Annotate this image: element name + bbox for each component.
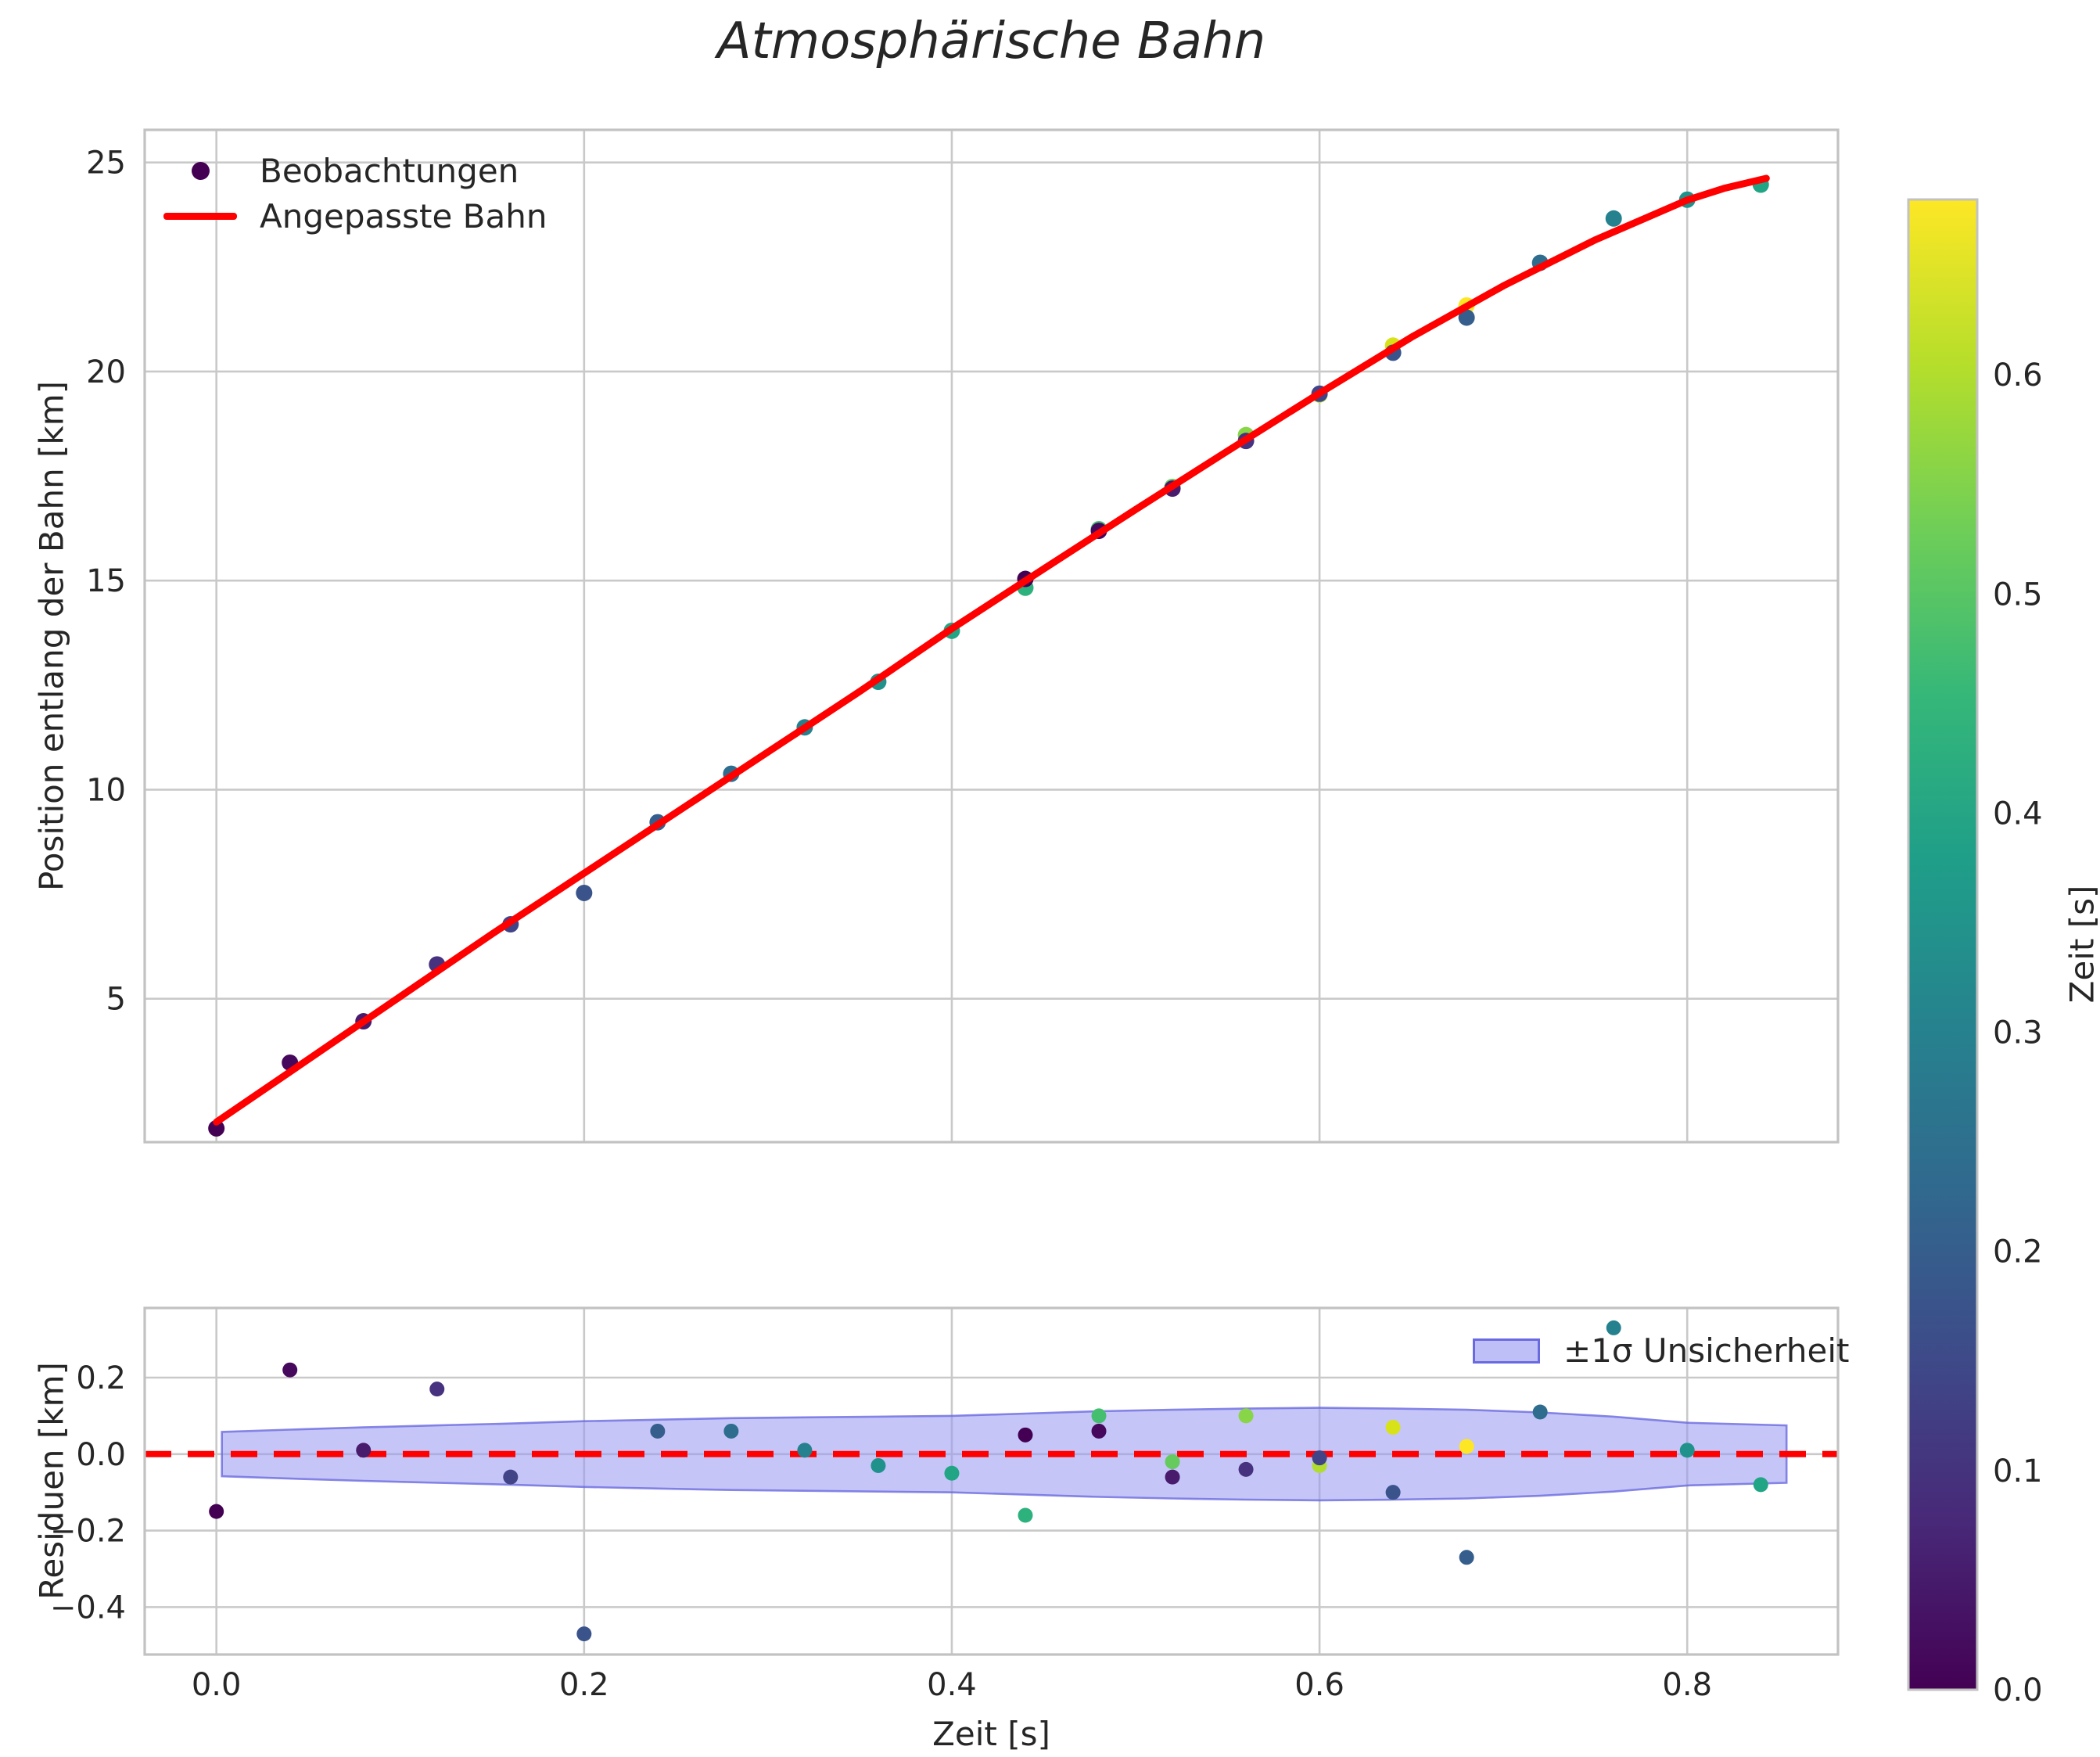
legend-item-label: ±1σ Unsicherheit: [1563, 1331, 1850, 1370]
fitted-trajectory-line: [213, 174, 1770, 1126]
residual-point: [1238, 1408, 1254, 1424]
colorbar-label: Zeit [s]: [2062, 885, 2100, 1004]
observation-point: [576, 884, 593, 901]
y-tick-label: 20: [86, 354, 126, 390]
observation-dot-icon: [191, 161, 210, 180]
residual-point: [209, 1504, 224, 1519]
legend-item-label: Angepasste Bahn: [260, 196, 547, 235]
chart-title: Atmosphärische Bahn: [716, 13, 1266, 70]
residual-point: [1165, 1454, 1180, 1470]
colorbar-tick-label: 0.5: [1993, 577, 2043, 613]
y-tick-label: 5: [106, 982, 126, 1018]
fitted-line-icon: [163, 212, 237, 220]
x-tick-label: 0.8: [1662, 1667, 1712, 1703]
residual-point: [1385, 1485, 1401, 1500]
residual-point: [503, 1469, 519, 1485]
colorbar-tick-label: 0.6: [1993, 358, 2043, 393]
residual-point: [1165, 1469, 1180, 1485]
observation-points-main: [208, 176, 1769, 1137]
residual-point: [576, 1626, 592, 1642]
colorbar-tick-label: 0.3: [1993, 1015, 2043, 1051]
residual-axes-frame: [143, 1306, 1840, 1656]
residual-legend: ±1σ Unsicherheit: [1473, 1331, 1849, 1370]
colorbar: 0.0 0.1 0.2 0.3 0.4 0.5 0.6: [1907, 198, 2043, 1708]
residual-point: [1018, 1507, 1033, 1523]
legend-item-observations: Beobachtungen: [163, 151, 547, 190]
residual-point: [1753, 1477, 1768, 1493]
colorbar-tick-label: 0.2: [1993, 1234, 2043, 1270]
residual-point: [650, 1423, 666, 1439]
x-tick-label: 0.4: [927, 1667, 977, 1703]
main-y-tick-labels: 5 10 15 20 25: [86, 146, 126, 1018]
residual-point: [282, 1362, 298, 1378]
y-tick-label: 25: [86, 146, 126, 181]
y-tick-label: 0.2: [76, 1360, 126, 1396]
residual-y-axis-label: Residuen [km]: [32, 1362, 71, 1600]
residual-point: [944, 1465, 960, 1481]
uncertainty-band-swatch-icon: [1473, 1338, 1540, 1364]
y-tick-label: 15: [86, 563, 126, 599]
observation-point: [1605, 210, 1622, 227]
residual-point: [723, 1423, 739, 1439]
residual-point: [797, 1443, 813, 1458]
y-tick-label: −0.4: [50, 1590, 126, 1626]
residual-point: [1532, 1404, 1548, 1420]
residual-point: [1385, 1420, 1401, 1435]
residual-point: [1091, 1408, 1107, 1424]
x-tick-label: 0.2: [559, 1667, 609, 1703]
line-marker-icon: [163, 212, 238, 220]
residual-frame: [143, 1306, 1840, 1656]
x-tick-label: 0.0: [192, 1667, 242, 1703]
main-frame: [143, 128, 1840, 1144]
main-legend: Beobachtungen Angepasste Bahn: [163, 151, 547, 235]
residual-point: [1606, 1320, 1621, 1335]
residual-point: [871, 1457, 886, 1473]
residual-point: [1459, 1550, 1474, 1565]
colorbar-tick-label: 0.4: [1993, 796, 2043, 832]
residual-grid: [145, 1308, 1838, 1655]
residual-point: [1018, 1427, 1033, 1443]
colorbar-tick-label: 0.1: [1993, 1453, 2043, 1489]
residual-point: [1091, 1423, 1107, 1439]
observation-points-residual: [209, 1320, 1768, 1642]
x-axis-label: Zeit [s]: [932, 1715, 1050, 1753]
legend-item-label: Beobachtungen: [260, 151, 519, 190]
x-tick-labels: 0.0 0.2 0.4 0.6 0.8: [192, 1667, 1712, 1703]
y-tick-label: −0.2: [50, 1514, 126, 1550]
scatter-marker-icon: [163, 161, 238, 180]
residual-point: [429, 1382, 445, 1397]
colorbar-gradient: [1907, 198, 1979, 1691]
legend-item-fitted-line: Angepasste Bahn: [163, 196, 547, 235]
y-tick-label: 10: [86, 772, 126, 808]
residual-point: [1312, 1450, 1327, 1466]
y-tick-label: 0.0: [76, 1437, 126, 1473]
residual-point: [1238, 1461, 1254, 1477]
residual-point: [356, 1443, 372, 1458]
main-y-axis-label: Position entlang der Bahn [km]: [32, 380, 71, 892]
fitted-line-group: [213, 174, 1770, 1126]
main-axes-frame: [143, 128, 1840, 1144]
observation-point: [1458, 309, 1475, 326]
observation-point: [208, 1119, 225, 1137]
residual-point: [1679, 1443, 1695, 1458]
x-tick-label: 0.6: [1294, 1667, 1344, 1703]
main-grid: [145, 130, 1838, 1142]
residual-point: [1459, 1439, 1474, 1454]
residual-y-tick-labels: −0.4 −0.2 0.0 0.2: [50, 1360, 126, 1626]
colorbar-tick-label: 0.0: [1993, 1673, 2043, 1708]
